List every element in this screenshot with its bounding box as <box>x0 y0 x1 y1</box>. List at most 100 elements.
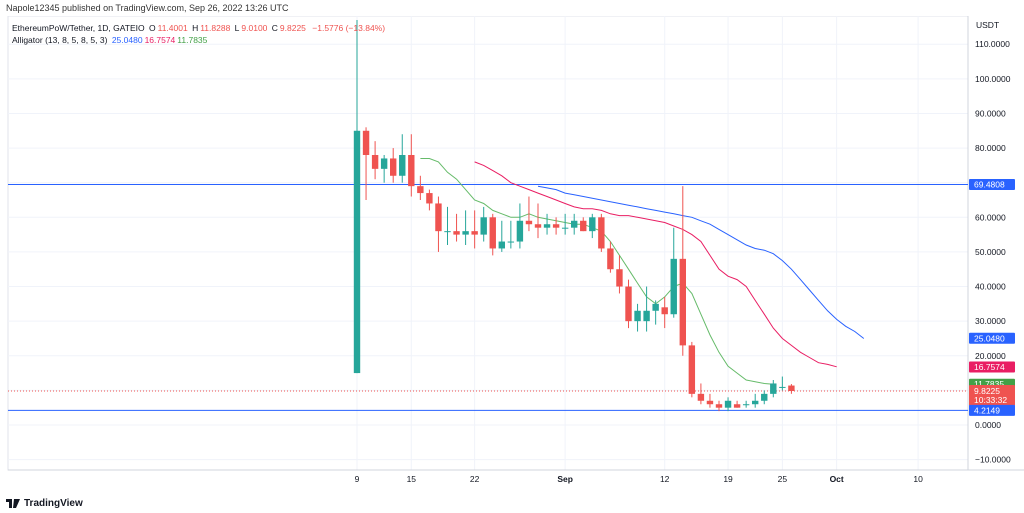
candle-body <box>571 220 578 228</box>
alligator-teeth-line <box>474 161 837 368</box>
candle-body <box>688 345 696 394</box>
y-tick-label: 90.0000 <box>975 108 1006 118</box>
indicator-price-tag-text: 11.7835 <box>974 379 1004 389</box>
candle-body <box>390 158 397 176</box>
y-tick-label: 20.0000 <box>975 351 1006 361</box>
candle-body <box>625 286 632 322</box>
candle-body <box>362 130 370 155</box>
candle-body <box>742 404 750 406</box>
tradingview-logo-icon <box>6 499 20 508</box>
candle-body <box>552 224 560 228</box>
ohlc-key: C <box>269 23 278 33</box>
candle-body <box>607 248 614 270</box>
current-price-tag <box>969 385 1015 407</box>
publish-header: Napole12345 published on TradingView.com… <box>0 0 1024 16</box>
x-tick-label: Oct <box>830 474 844 484</box>
x-tick-label: 9 <box>355 474 360 484</box>
x-tick-label: 12 <box>660 474 670 484</box>
x-tick-label: 25 <box>778 474 788 484</box>
candle-body <box>462 231 469 235</box>
y-tick-label: 30.0000 <box>975 316 1006 326</box>
candle-body <box>444 231 451 233</box>
ohlc-value: 9.8225 <box>279 23 306 33</box>
y-tick-label: 80.0000 <box>975 143 1006 153</box>
y-tick-label: 40.0000 <box>975 282 1006 292</box>
level-tag-text: 4.2149 <box>974 405 1000 415</box>
x-tick-label: 10 <box>913 474 923 484</box>
candle-body <box>616 269 623 287</box>
y-tick-label: 60.0000 <box>975 212 1006 222</box>
tradingview-footer[interactable]: TradingView <box>6 498 83 509</box>
y-tick-label: 0.0000 <box>975 420 1001 430</box>
x-tick-label: 15 <box>407 474 417 484</box>
candle-body <box>353 130 361 374</box>
candle-body <box>652 303 659 311</box>
ohlc-values: O 11.4001 H 11.8288 L 9.0100 C 9.8225 <box>149 23 308 33</box>
x-tick-label: 22 <box>470 474 480 484</box>
alligator-lips-line <box>420 158 774 385</box>
publish-text: Napole12345 published on TradingView.com… <box>6 3 289 13</box>
y-tick-label: 110.0000 <box>975 39 1010 49</box>
candle-body <box>752 400 759 405</box>
indicator-price-tag-text: 16.7574 <box>974 362 1005 372</box>
candle-body <box>779 386 786 388</box>
alligator-legend[interactable]: Alligator (13, 8, 5, 8, 5, 3) 25.0480 16.… <box>12 35 211 45</box>
ohlc-key: L <box>232 23 240 33</box>
x-tick-label: Sep <box>557 474 573 484</box>
level-tag <box>969 404 1015 416</box>
candle-body <box>498 241 505 249</box>
countdown-text: 10:33:32 <box>974 395 1007 405</box>
alligator-label: Alligator (13, 8, 5, 8, 5, 3) <box>12 35 108 45</box>
candle-body <box>670 258 677 315</box>
ohlc-key: H <box>189 23 199 33</box>
y-tick-label: −10.0000 <box>975 455 1011 465</box>
current-price-text: 9.8225 <box>974 386 1000 396</box>
candle-body <box>724 400 732 408</box>
candle-body <box>580 220 587 232</box>
candle-body <box>761 393 768 401</box>
brand-name: TradingView <box>24 498 83 509</box>
candle-body <box>426 193 433 204</box>
candle-body <box>679 258 686 346</box>
alligator-value: 11.7835 <box>177 35 208 45</box>
candle-body <box>371 155 379 169</box>
y-tick-label: 50.0000 <box>975 247 1006 257</box>
level-tag-text: 69.4808 <box>974 179 1005 189</box>
ohlc-key: O <box>148 23 156 33</box>
indicator-price-tag <box>969 332 1015 344</box>
x-tick-label: 19 <box>723 474 733 484</box>
candle-body <box>471 231 478 235</box>
indicator-price-tag-text: 25.0480 <box>974 333 1005 343</box>
alligator-value: 25.0480 <box>111 35 143 45</box>
price-chart[interactable]: 110.0000100.000090.000080.000070.000060.… <box>0 16 1024 494</box>
alligator-values: 25.0480 16.7574 11.7835 <box>112 35 210 45</box>
plot-area <box>7 16 969 471</box>
candle-body <box>417 186 424 194</box>
candle-body <box>380 158 388 169</box>
candle-body <box>634 310 641 322</box>
ohlc-value: 9.0100 <box>241 23 268 33</box>
candle-body <box>399 155 406 176</box>
indicator-price-tag <box>969 361 1015 373</box>
candle-body <box>561 227 569 229</box>
candle-body <box>408 155 415 187</box>
candle-body <box>697 393 705 401</box>
alligator-jaw-line <box>537 185 865 339</box>
candle-body <box>706 400 714 405</box>
symbol-name: EthereumPoW/Tether, 1D, GATEIO <box>12 23 145 33</box>
candle-body <box>453 231 460 235</box>
level-tag <box>969 178 1015 190</box>
candle-body <box>516 220 524 242</box>
candle-body <box>715 404 723 408</box>
alligator-value: 16.7574 <box>144 35 176 45</box>
candle-body <box>534 224 542 228</box>
candle-body <box>788 385 795 392</box>
candle-body <box>489 217 496 249</box>
candle-body <box>598 217 605 249</box>
candle-body <box>661 307 668 315</box>
candle-body <box>643 310 650 322</box>
y-tick-label: 100.0000 <box>975 74 1011 84</box>
candle-body <box>507 241 515 243</box>
candle-body <box>435 203 442 232</box>
candle-body <box>589 217 596 232</box>
